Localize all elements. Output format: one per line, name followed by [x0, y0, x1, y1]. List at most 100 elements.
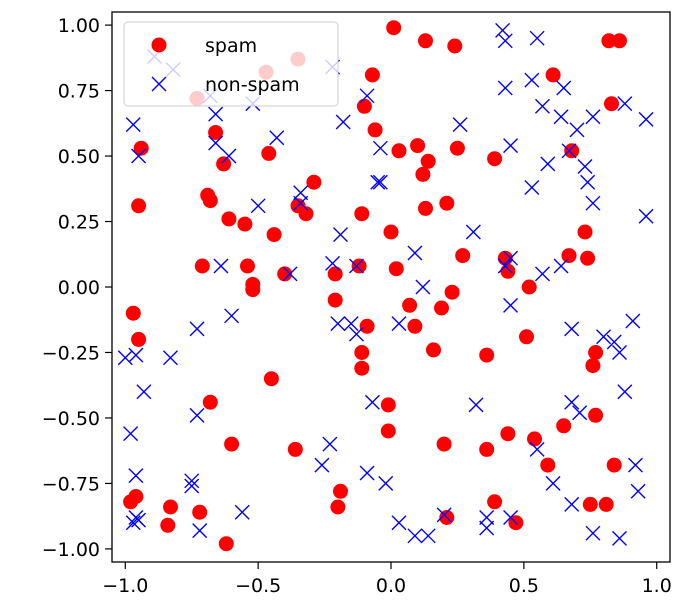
spam-point	[580, 250, 596, 266]
spam-point	[333, 483, 348, 499]
y-tick-label: 1.00	[58, 15, 100, 37]
spam-point	[306, 174, 322, 190]
non-spam-point	[128, 347, 144, 363]
spam-point	[298, 206, 314, 222]
non-spam-point	[497, 33, 513, 49]
spam-point	[356, 98, 372, 114]
spam-point	[388, 261, 404, 277]
legend-spam-marker	[151, 37, 167, 53]
non-spam-point	[359, 465, 375, 481]
x-tick-label: −0.5	[235, 575, 281, 597]
non-spam-point	[545, 475, 561, 491]
non-spam-point	[617, 96, 633, 112]
spam-point	[367, 122, 383, 138]
non-spam-point	[529, 30, 545, 46]
non-spam-point	[359, 88, 375, 104]
spam-point	[407, 318, 423, 334]
non-spam-point	[348, 258, 364, 274]
non-spam-point	[580, 174, 596, 190]
x-tick-label: −1.0	[102, 575, 148, 597]
spam-point	[327, 292, 343, 308]
non-spam-point	[612, 530, 628, 546]
spam-point	[415, 166, 431, 182]
non-spam-point	[234, 504, 250, 520]
non-spam-point	[415, 279, 431, 295]
spam-point	[439, 195, 455, 211]
non-spam-point	[128, 468, 144, 484]
non-spam-point	[213, 258, 229, 274]
x-tick-label: 1.0	[642, 575, 672, 597]
spam-point	[588, 345, 604, 360]
non-spam-point	[503, 509, 519, 525]
non-spam-point	[125, 515, 141, 531]
spam-point	[354, 360, 370, 376]
spam-point	[202, 193, 218, 209]
non-spam-point	[479, 509, 495, 525]
non-spam-point	[370, 174, 386, 190]
non-spam-point	[540, 156, 556, 172]
legend-non-spam-label: non-spam	[205, 74, 300, 96]
spam-point	[606, 457, 622, 473]
non-spam-point	[564, 321, 580, 337]
non-spam-point	[553, 109, 569, 125]
y-tick-label: 0.25	[58, 212, 100, 234]
non-spam-point	[577, 159, 593, 175]
non-spam-point	[585, 109, 601, 125]
spam-point	[194, 258, 210, 274]
spam-point	[418, 33, 433, 49]
non-spam-point	[479, 520, 495, 536]
non-spam-point	[364, 394, 380, 410]
non-spam-point	[572, 405, 588, 421]
spam-point	[519, 329, 534, 345]
non-spam-point	[391, 515, 407, 531]
spam-point	[487, 494, 503, 510]
non-spam-point	[391, 316, 407, 332]
non-spam-point	[638, 208, 654, 224]
spam-point	[133, 140, 149, 156]
non-spam-point	[208, 135, 224, 151]
spam-point	[521, 279, 537, 295]
spam-point	[500, 263, 516, 279]
spam-point	[585, 358, 601, 374]
spam-point	[364, 67, 380, 83]
non-spam-point	[208, 106, 224, 122]
non-spam-point	[503, 138, 519, 154]
spam-point	[163, 499, 178, 515]
non-spam-point	[556, 80, 572, 96]
spam-point	[402, 297, 418, 313]
spam-point	[131, 331, 147, 347]
spam-point	[410, 138, 426, 154]
non-spam-point	[524, 179, 540, 195]
non-spam-point	[189, 407, 205, 423]
y-tick-label: 0.75	[58, 81, 100, 103]
non-spam-point	[372, 174, 388, 190]
non-spam-point	[333, 227, 349, 243]
spam-point	[540, 457, 556, 473]
spam-point	[564, 143, 580, 159]
spam-point	[601, 33, 617, 49]
spam-point	[455, 248, 471, 264]
non-spam-point	[630, 483, 646, 499]
spam-point	[218, 536, 234, 552]
spam-point	[192, 504, 208, 520]
non-spam-point	[585, 195, 601, 211]
spam-point	[545, 67, 561, 83]
spam-point	[577, 224, 593, 240]
non-spam-point	[125, 117, 141, 133]
spam-point	[444, 284, 460, 300]
spam-point	[261, 145, 277, 161]
non-spam-point	[192, 523, 208, 539]
non-spam-point	[606, 334, 622, 350]
x-tick-label: 0.0	[376, 575, 406, 597]
non-spam-point	[596, 329, 612, 345]
non-spam-point	[282, 266, 298, 282]
legend-non-spam-marker	[151, 76, 167, 92]
spam-point	[202, 394, 218, 410]
non-spam-point	[452, 117, 468, 133]
spam-point	[221, 211, 237, 227]
y-tick-label: 0.00	[58, 277, 100, 299]
spam-point	[266, 227, 282, 243]
non-spam-point	[625, 313, 641, 329]
spam-point	[556, 418, 572, 434]
spam-point	[237, 216, 253, 232]
